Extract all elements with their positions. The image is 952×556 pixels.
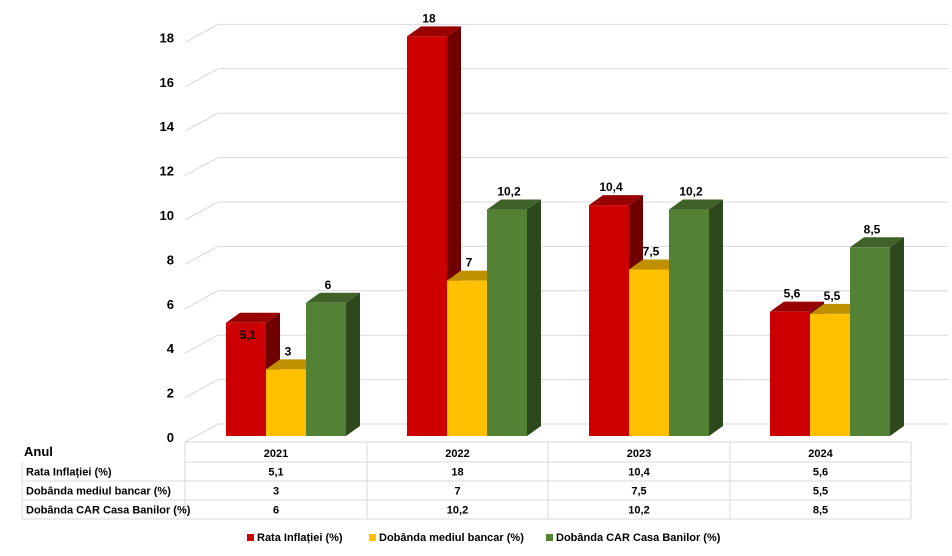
gridline (184, 23, 948, 43)
bar-side (890, 237, 904, 436)
table-cell: 10,2 (447, 505, 468, 517)
legend-swatch (546, 534, 553, 541)
table-header-label: Anul (24, 444, 53, 459)
data-label: 10,4 (599, 180, 623, 194)
data-label: 5,1 (240, 328, 257, 342)
y-tick-label: 4 (167, 341, 175, 356)
gridline (184, 68, 948, 88)
y-tick-label: 14 (160, 119, 175, 134)
y-tick-label: 2 (167, 386, 174, 401)
table-year-header: 2023 (627, 448, 651, 460)
bar-top (226, 312, 280, 323)
y-tick-label: 6 (167, 297, 174, 312)
table-cell: 7,5 (631, 486, 646, 498)
data-label: 7 (466, 256, 473, 270)
bar (629, 269, 669, 436)
y-tick-label: 0 (167, 430, 174, 445)
gridline (184, 245, 948, 265)
bar-top (407, 26, 461, 37)
table-cell: 5,1 (268, 467, 283, 479)
bar-top (850, 237, 904, 248)
gridline (184, 201, 948, 221)
table-row-label: Rata Inflației (%) (26, 467, 112, 479)
data-label: 18 (422, 11, 436, 25)
y-tick-label: 10 (160, 208, 174, 223)
bar (770, 311, 810, 436)
y-tick-label: 12 (160, 164, 174, 179)
bars (226, 26, 904, 437)
bar-top (669, 199, 723, 210)
table-cell: 10,4 (628, 467, 650, 479)
table-row-label: Dobânda CAR Casa Banilor (%) (26, 505, 191, 517)
bar-top (589, 195, 643, 206)
legend-label: Dobânda mediul bancar (%) (379, 532, 524, 544)
table-year-header: 2021 (264, 448, 288, 460)
legend-swatch (247, 534, 254, 541)
bar (850, 247, 890, 436)
data-label: 8,5 (864, 222, 881, 236)
data-label: 7,5 (643, 245, 660, 259)
data-label: 10,2 (679, 185, 703, 199)
table-cell: 7 (454, 486, 460, 498)
table-cell: 5,6 (813, 467, 828, 479)
gridlines (184, 23, 948, 443)
table-cell: 8,5 (813, 505, 828, 517)
bar-top (770, 301, 824, 312)
bar (589, 205, 629, 436)
data-label: 5,6 (784, 287, 801, 301)
table-cell: 18 (451, 467, 463, 479)
legend: Rata Inflației (%) Dobânda mediul bancar … (247, 532, 721, 544)
y-axis: 0 2 4 6 8 10 12 14 16 18 (160, 30, 175, 445)
y-tick-label: 8 (167, 252, 174, 267)
bar (487, 209, 527, 436)
data-table: Anul 2021 2022 2023 2024 Rata Inflației (%) 5,… (21, 441, 912, 520)
bar (306, 302, 346, 436)
table-year-header: 2022 (445, 448, 469, 460)
bar (407, 36, 447, 437)
data-labels: 5,1 18 10,4 5,6 3 7 7,5 5,5 6 10,2 10,2 8,5 (240, 11, 881, 358)
data-label: 3 (285, 344, 292, 358)
y-tick-label: 16 (160, 75, 174, 90)
table-year-header: 2024 (808, 448, 833, 460)
y-tick-label: 18 (160, 30, 174, 45)
bar-side (709, 199, 723, 436)
bar-side (527, 199, 541, 436)
table-cell: 6 (273, 505, 279, 517)
bar (447, 280, 487, 436)
bar (669, 209, 709, 436)
legend-label: Dobânda CAR Casa Banilor (%) (556, 532, 721, 544)
table-cell: 5,5 (813, 486, 828, 498)
bar-top (306, 292, 360, 303)
legend-swatch (369, 534, 376, 541)
bar (226, 322, 266, 436)
bar-top (487, 199, 541, 210)
data-label: 10,2 (497, 185, 521, 199)
gridline (184, 157, 948, 177)
bar (810, 313, 850, 436)
bar-side (346, 292, 360, 436)
data-label: 5,5 (824, 289, 841, 303)
table-cell: 10,2 (628, 505, 649, 517)
table-cell: 3 (273, 486, 279, 498)
legend-label: Rata Inflației (%) (257, 532, 343, 544)
table-row-label: Dobânda mediul bancar (%) (26, 486, 171, 498)
bar (266, 369, 306, 436)
gridline (184, 112, 948, 132)
data-label: 6 (325, 278, 332, 292)
